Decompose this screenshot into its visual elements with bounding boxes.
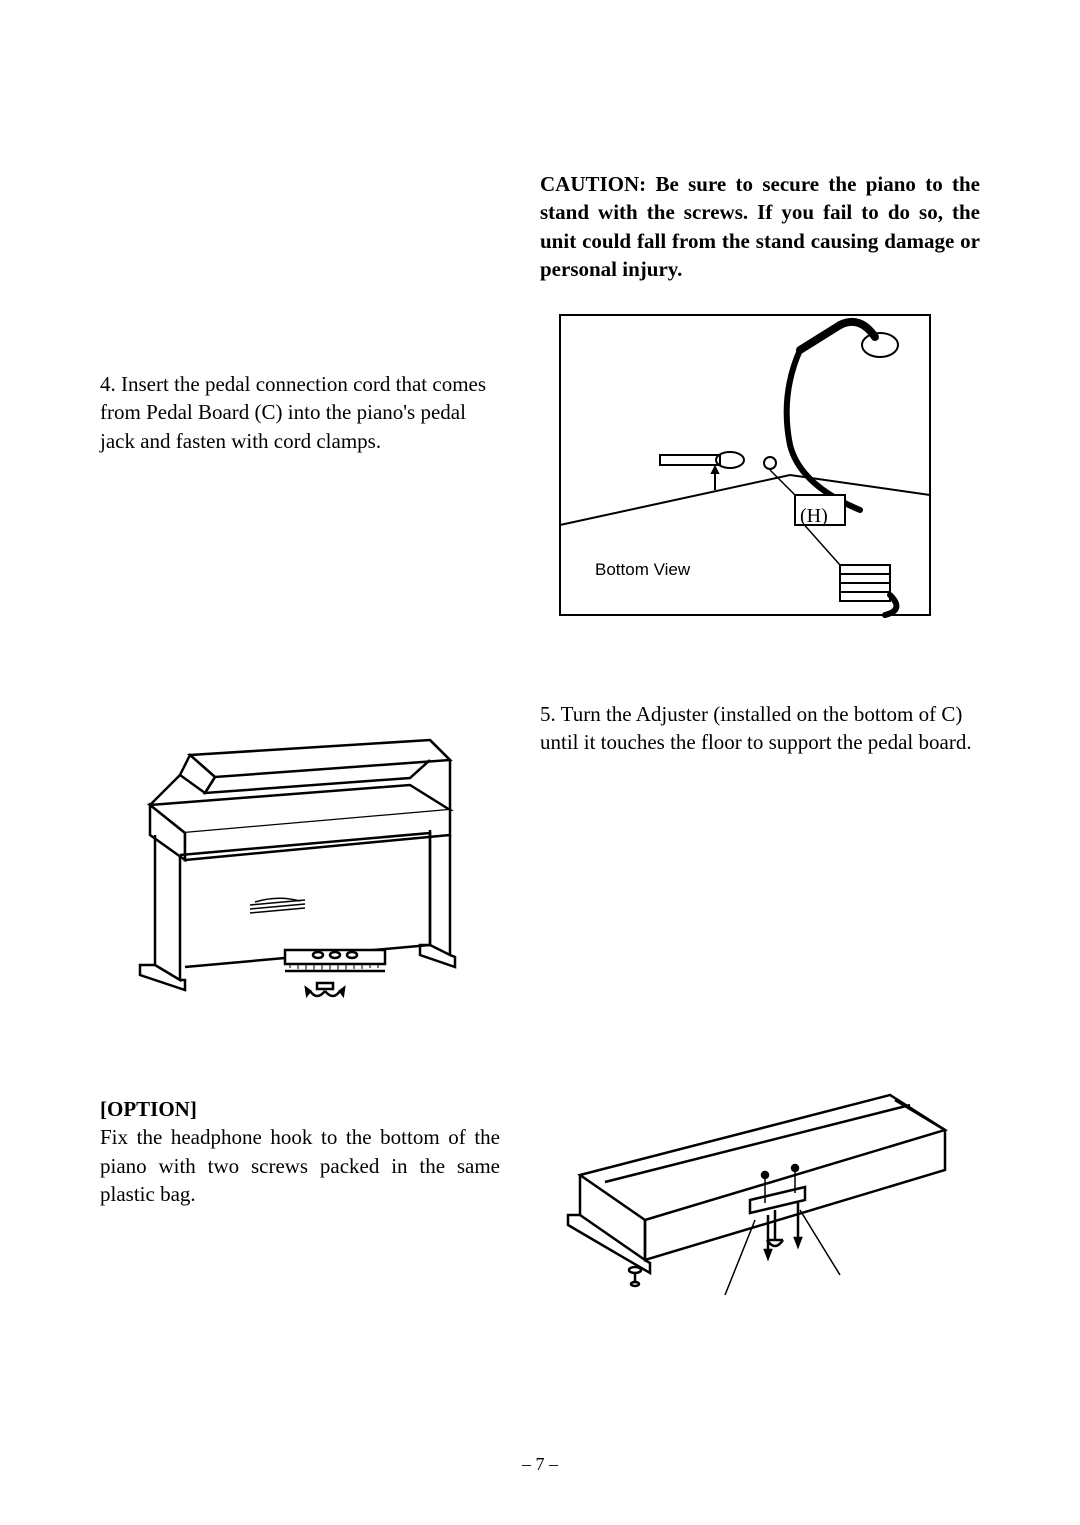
step-4-text: 4. Insert the pedal connection cord that… [100, 370, 500, 455]
page-number: – 7 – [0, 1454, 1080, 1475]
option-heading: [OPTION] [100, 1097, 197, 1121]
option-block: [OPTION] Fix the headphone hook to the b… [100, 1095, 500, 1208]
figure-bottom-view [540, 295, 950, 635]
page: CAUTION: Be sure to secure the piano to … [0, 0, 1080, 1525]
figure-headphone-hook [550, 1075, 950, 1325]
option-text: Fix the headphone hook to the bottom of … [100, 1125, 500, 1206]
caution-text: CAUTION: Be sure to secure the piano to … [540, 170, 980, 283]
figure-label-h: (H) [800, 505, 828, 528]
step-5-text: 5. Turn the Adjuster (installed on the b… [540, 700, 980, 757]
figure-piano-adjuster [130, 715, 480, 1015]
figure-label-bottom-view: Bottom View [595, 560, 690, 580]
